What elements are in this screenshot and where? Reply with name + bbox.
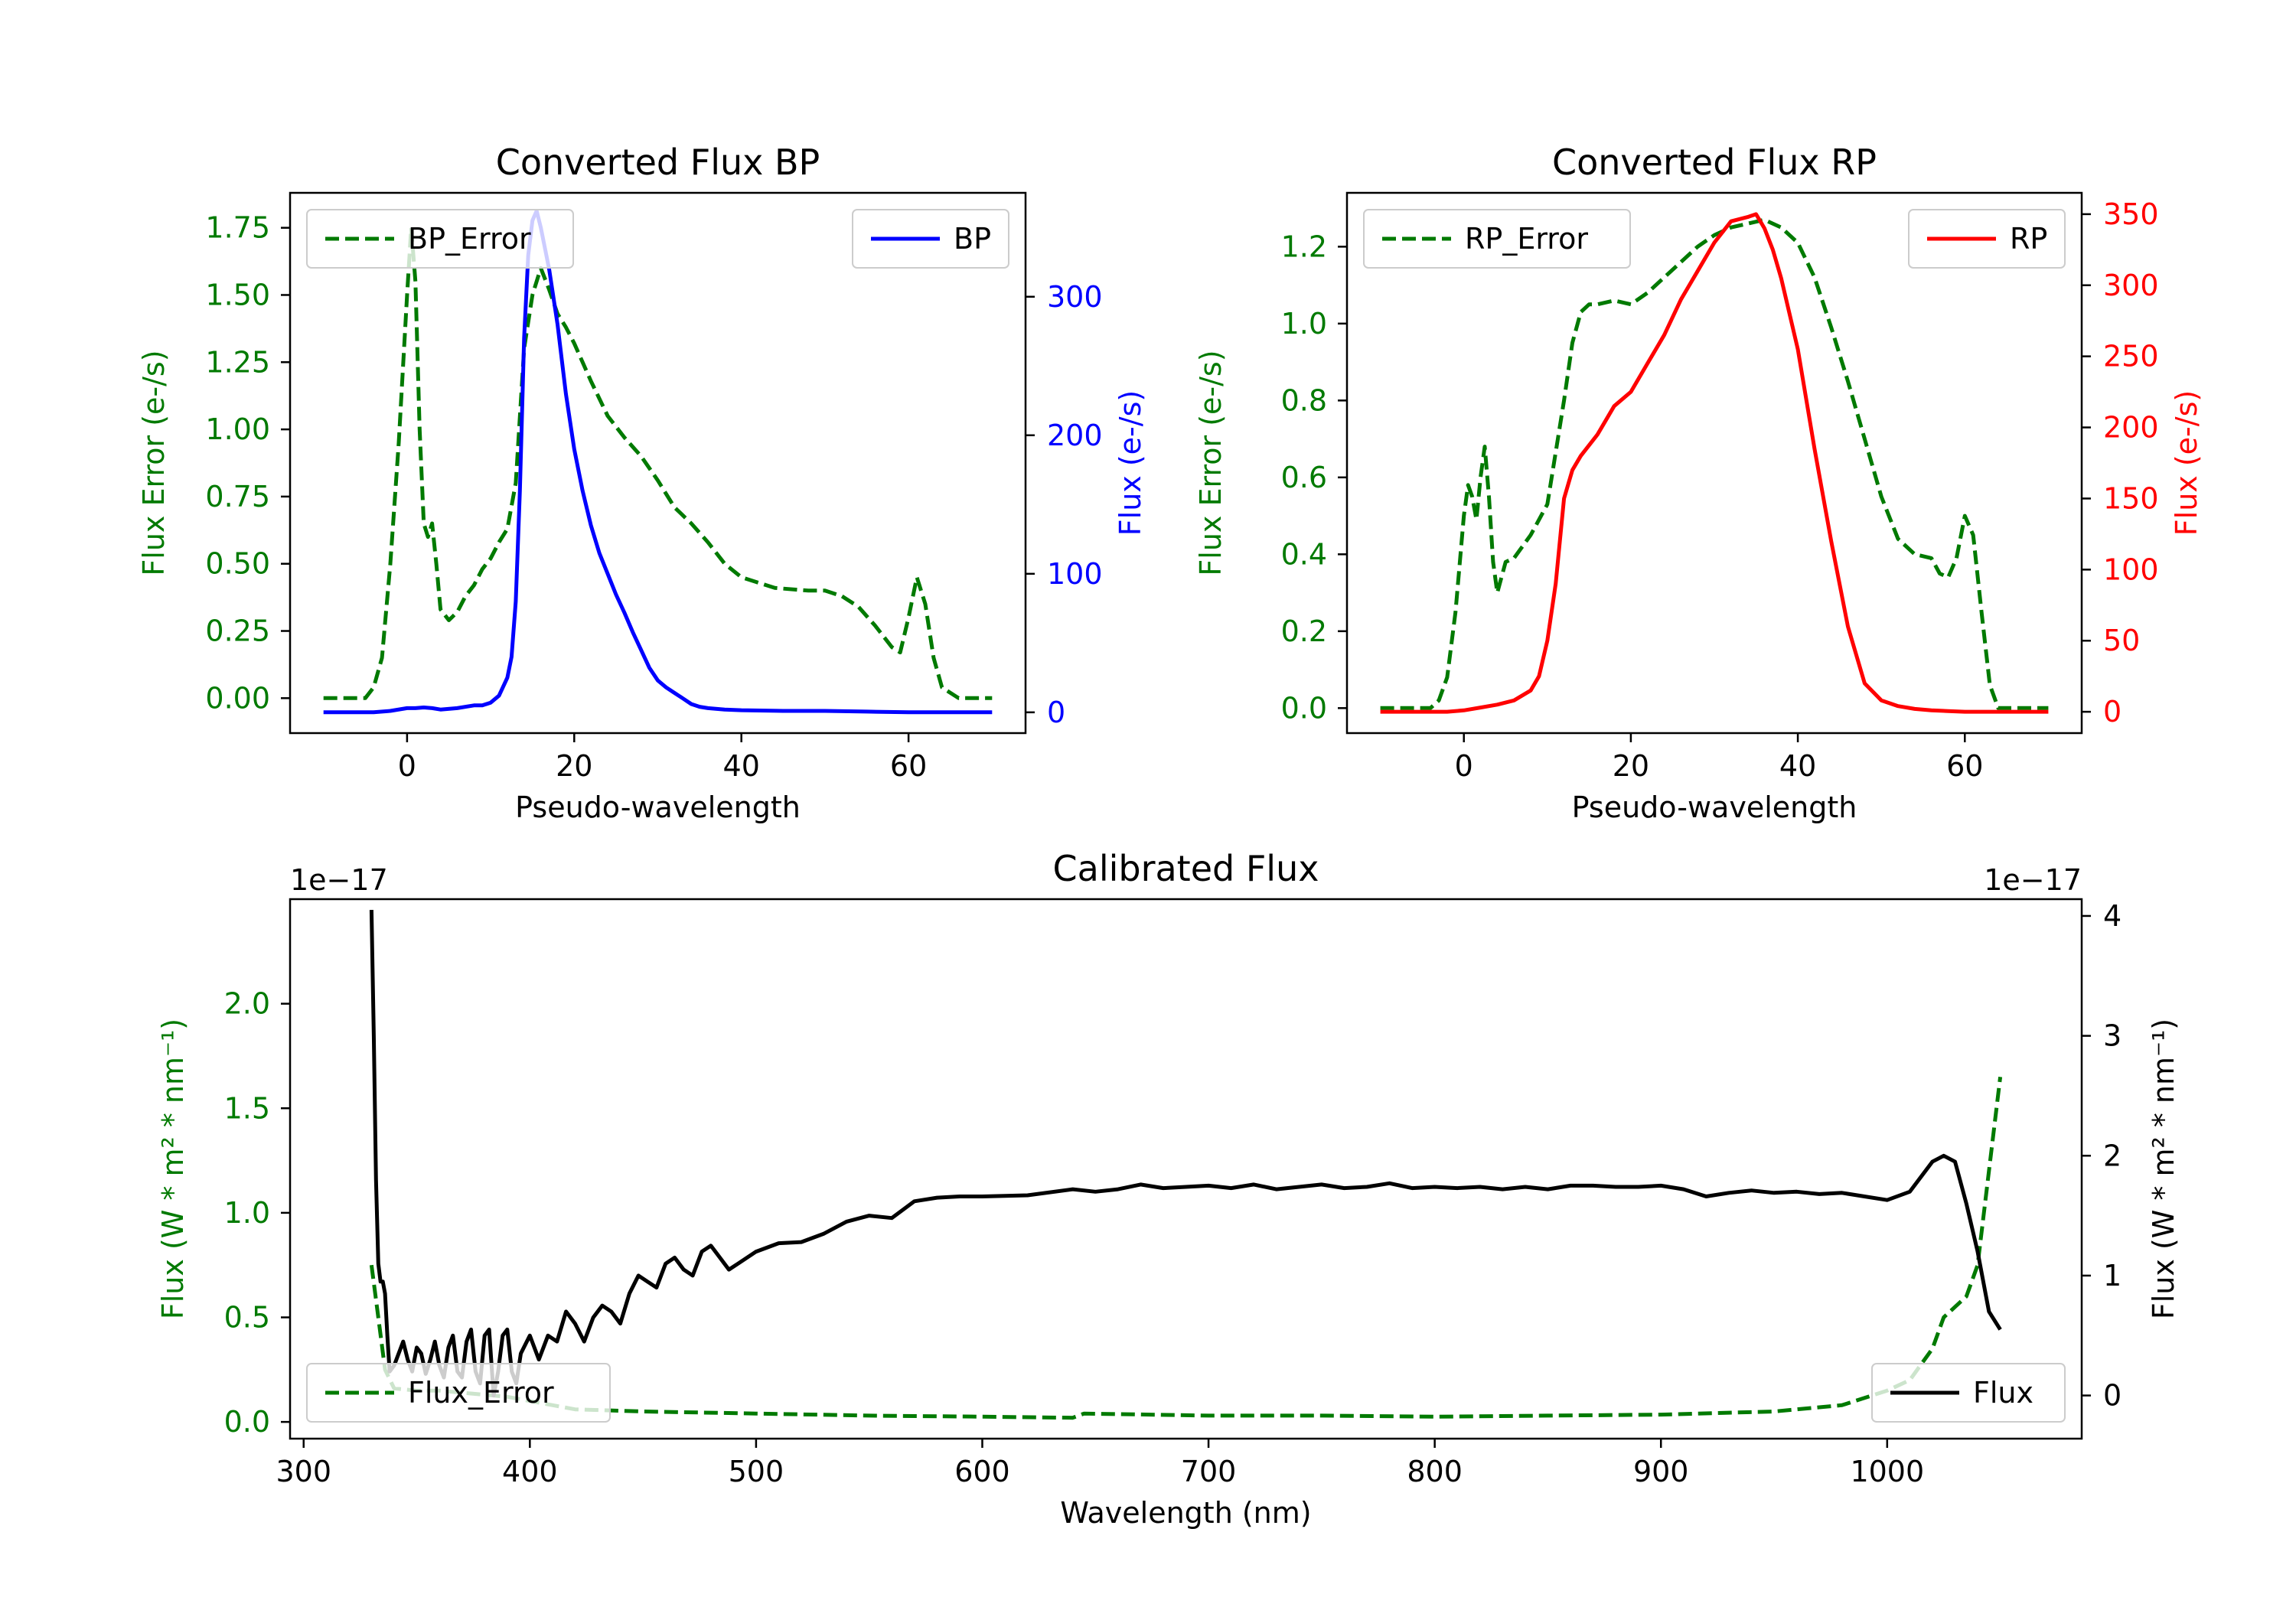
x-tick-label: 1000 xyxy=(1850,1455,1924,1488)
x-tick-label: 60 xyxy=(890,749,927,783)
y-left-tick-label: 1.50 xyxy=(205,278,270,311)
y-right-tick-label: 300 xyxy=(1047,280,1103,314)
x-tick-label: 400 xyxy=(502,1455,558,1488)
y-left-tick-label: 1.5 xyxy=(224,1091,270,1125)
legend-rp-error: RP_Error xyxy=(1363,209,1631,269)
series-line-rp-error xyxy=(1380,217,2049,710)
legend-label: RP xyxy=(2010,222,2047,256)
offset-left-label: 1e−17 xyxy=(290,863,388,897)
x-tick-label: 40 xyxy=(723,749,760,783)
legend-label: Flux_Error xyxy=(408,1376,554,1410)
legend-flux: Flux xyxy=(1871,1363,2066,1423)
series-line-flux-error xyxy=(369,1077,2003,1420)
y-right-tick-label: 150 xyxy=(2103,481,2159,515)
x-tick-label: 20 xyxy=(1613,749,1649,783)
chart-calibrated: Calibrated Flux 300 400 500 600 700 800 900 1000… xyxy=(156,848,2180,1530)
x-tick-label: 20 xyxy=(556,749,592,783)
y-left-tick-label: 1.00 xyxy=(205,412,270,446)
y-left-tick-label: 0.00 xyxy=(205,681,270,715)
legend-label: BP xyxy=(954,222,991,256)
y-left-tick-label: 0.8 xyxy=(1281,383,1327,417)
y-right-tick-label: 100 xyxy=(2103,553,2159,586)
legend-label: RP_Error xyxy=(1465,222,1588,256)
series-line-bp xyxy=(323,209,993,715)
x-tick-label: 300 xyxy=(276,1455,331,1488)
plot-frame xyxy=(1345,191,2083,735)
x-tick-label: 600 xyxy=(954,1455,1010,1488)
y-left-tick-label: 1.25 xyxy=(205,345,270,379)
legend-box xyxy=(306,1363,611,1423)
y-left-tick-label: 0.0 xyxy=(224,1405,270,1439)
y-right-tick-label: 3 xyxy=(2103,1019,2122,1053)
y-right-tick-label: 50 xyxy=(2103,624,2140,657)
y-left-tick-label: 1.2 xyxy=(1281,230,1327,263)
x-tick-label: 500 xyxy=(729,1455,784,1488)
chart-bp: Converted Flux BP 0 20 40 60 Pseudo-wavelengt… xyxy=(137,142,1147,824)
x-tick-label: 60 xyxy=(1946,749,1983,783)
y-right-tick-label: 200 xyxy=(1047,419,1103,452)
x-axis-label: Pseudo-wavelength xyxy=(515,790,801,824)
legend-box xyxy=(1871,1363,2066,1423)
x-axis-label: Wavelength (nm) xyxy=(1060,1496,1311,1530)
series-line-rp xyxy=(1380,212,2049,714)
y-right-tick-label: 4 xyxy=(2103,899,2122,933)
y-left-tick-label: 0.2 xyxy=(1281,614,1327,648)
y-left-tick-label: 1.0 xyxy=(224,1196,270,1230)
plot-frame xyxy=(289,191,1027,735)
series-line-flux xyxy=(369,910,2002,1398)
y-left-tick-label: 1.75 xyxy=(205,211,270,245)
y-left-tick-label: 0.75 xyxy=(205,480,270,513)
x-tick-label: 700 xyxy=(1181,1455,1237,1488)
y-left-tick-label: 0.50 xyxy=(205,547,270,581)
y-right-tick-label: 0 xyxy=(2103,1379,2122,1413)
plot-frame xyxy=(289,898,2083,1440)
y-left-tick-label: 1.0 xyxy=(1281,307,1327,341)
x-tick-label: 40 xyxy=(1779,749,1816,783)
y-right-tick-label: 100 xyxy=(1047,557,1103,591)
y-left-tick-label: 2.0 xyxy=(224,987,270,1021)
y-right-axis-label: Flux (e-/s) xyxy=(2170,390,2203,536)
legend-box xyxy=(1363,209,1631,269)
y-right-tick-label: 0 xyxy=(1047,696,1065,729)
x-axis-label: Pseudo-wavelength xyxy=(1572,790,1857,824)
y-right-axis-label: Flux (e-/s) xyxy=(1114,390,1147,536)
y-left-axis-label: Flux Error (e-/s) xyxy=(137,350,171,575)
y-left-axis-label: Flux (W * m² * nm⁻¹) xyxy=(156,1019,190,1319)
chart-title: Converted Flux BP xyxy=(496,142,820,183)
legend-bp: BP xyxy=(852,209,1009,269)
legend-flux-error: Flux_Error xyxy=(306,1363,611,1423)
legend-label: Flux xyxy=(1973,1376,2033,1410)
chart-rp: Converted Flux RP 0 20 40 60 Pseudo-wavelengt… xyxy=(1194,142,2203,824)
y-right-tick-label: 250 xyxy=(2103,340,2159,373)
y-left-tick-label: 0.4 xyxy=(1281,537,1327,571)
legend-label: BP_Error xyxy=(408,222,531,256)
y-left-tick-label: 0.25 xyxy=(205,614,270,648)
legend-rp: RP xyxy=(1908,209,2066,269)
y-right-tick-label: 350 xyxy=(2103,197,2159,231)
legend-box xyxy=(306,209,574,269)
chart-title: Calibrated Flux xyxy=(1053,848,1319,889)
y-right-tick-label: 300 xyxy=(2103,269,2159,302)
x-tick-label: 800 xyxy=(1407,1455,1463,1488)
y-left-axis-label: Flux Error (e-/s) xyxy=(1194,350,1228,575)
y-left-tick-label: 0.0 xyxy=(1281,691,1327,725)
x-tick-label: 0 xyxy=(398,749,416,783)
x-tick-label: 0 xyxy=(1455,749,1473,783)
y-right-tick-label: 200 xyxy=(2103,411,2159,445)
y-right-tick-label: 1 xyxy=(2103,1259,2122,1292)
y-left-tick-label: 0.5 xyxy=(224,1301,270,1335)
y-right-axis-label: Flux (W * m² * nm⁻¹) xyxy=(2147,1019,2180,1319)
legend-bp-error: BP_Error xyxy=(306,209,574,269)
y-left-tick-label: 0.6 xyxy=(1281,461,1327,494)
y-right-tick-label: 0 xyxy=(2103,695,2122,729)
x-tick-label: 900 xyxy=(1633,1455,1689,1488)
chart-title: Converted Flux RP xyxy=(1552,142,1877,183)
y-right-tick-label: 2 xyxy=(2103,1139,2122,1172)
series-line-bp-error xyxy=(323,226,993,700)
offset-right-label: 1e−17 xyxy=(1984,863,2082,897)
